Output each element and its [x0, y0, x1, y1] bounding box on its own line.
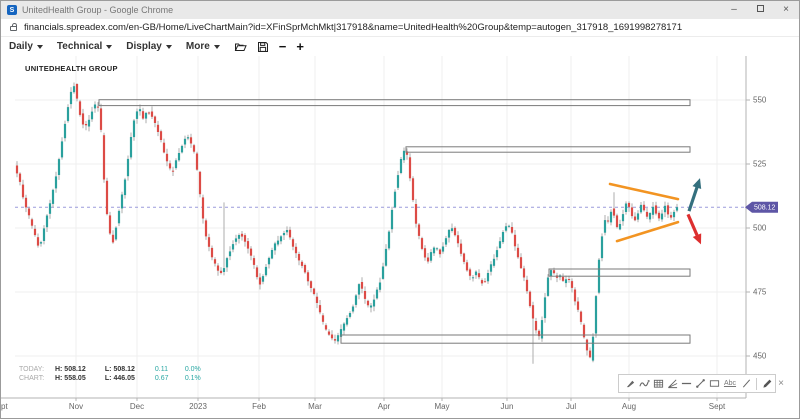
x-axis-label: Aug [621, 402, 637, 411]
rectangle-tool[interactable] [708, 378, 720, 390]
today-change: 0.11 [154, 366, 168, 373]
x-axis-label: Jun [500, 402, 514, 411]
lock-icon [10, 23, 17, 31]
x-axis-label: Dec [129, 402, 145, 411]
x-axis-label: Jul [565, 402, 577, 411]
x-axis-label: Sept [708, 402, 726, 411]
site-favicon: S [7, 5, 17, 15]
minimize-button[interactable]: – [731, 4, 737, 15]
polyline-tool[interactable] [638, 378, 650, 390]
menu-display[interactable]: Display [126, 41, 172, 52]
window-title: UnitedHealth Group - Google Chrome [22, 5, 174, 15]
zoom-out-icon[interactable]: − [278, 38, 287, 54]
chevron-down-icon [106, 44, 113, 49]
x-axis-label: May [434, 402, 450, 411]
menu-technical[interactable]: Technical [57, 41, 113, 52]
y-axis-label: 550 [753, 95, 767, 105]
y-axis-label: 500 [753, 223, 767, 233]
close-icon[interactable]: × [778, 378, 784, 389]
zoom-in-icon[interactable]: + [296, 38, 304, 54]
chart-area: 508.12 UNITEDHEALTH GROUP TODAY: H: 508.… [1, 56, 799, 418]
chevron-down-icon [213, 44, 220, 49]
y-axis-label: 450 [753, 351, 767, 361]
today-change-pct: 0.0% [184, 366, 201, 373]
last-price-badge-label: 508.12 [754, 205, 776, 212]
x-axis-label: pt [1, 402, 8, 411]
trendline-tool[interactable] [694, 378, 706, 390]
chart-high: H: 558.05 [54, 375, 86, 382]
chart-low: L: 446.05 [104, 375, 135, 382]
url-bar: financials.spreadex.com/en-GB/Home/LiveC… [1, 19, 799, 37]
maximize-button[interactable] [747, 1, 773, 19]
chart-change-pct: 0.1% [184, 375, 201, 382]
price-chart[interactable]: 508.12 [1, 56, 800, 418]
save-icon[interactable] [257, 41, 269, 53]
x-axis-label: 2023 [189, 402, 207, 411]
title-bar: S UnitedHealth Group - Google Chrome – × [1, 1, 799, 19]
today-low: L: 508.12 [104, 366, 135, 373]
x-axis-label: Apr [377, 402, 391, 411]
fan-tool[interactable] [666, 378, 678, 390]
open-folder-icon[interactable] [234, 41, 247, 53]
menu-daily[interactable]: Daily [9, 41, 43, 52]
x-axis-label: Nov [68, 402, 84, 411]
pen-tool[interactable] [624, 378, 636, 390]
x-axis-label: Feb [252, 402, 266, 411]
maximize-icon [756, 5, 764, 12]
last-price-badge [745, 201, 778, 213]
chart-stats-row: CHART: H: 558.05 L: 446.05 0.67 0.1% [19, 375, 213, 382]
chart-symbol-title: UNITEDHEALTH GROUP [25, 64, 118, 73]
x-axis-label: Mar [308, 402, 322, 411]
menu-more[interactable]: More [186, 41, 220, 52]
chart-label: CHART: [19, 375, 45, 382]
chevron-down-icon [165, 44, 172, 49]
chart-change: 0.67 [154, 375, 169, 382]
horizontal-line-tool[interactable] [680, 378, 692, 390]
today-high: H: 508.12 [54, 366, 86, 373]
url-text[interactable]: financials.spreadex.com/en-GB/Home/LiveC… [24, 22, 683, 33]
chart-toolbar: Daily Technical Display More − + [1, 37, 799, 56]
text-tool[interactable]: Abc [723, 380, 737, 387]
drawing-toolbar: Abc × [618, 374, 784, 393]
chevron-down-icon [36, 44, 43, 49]
divider [754, 377, 759, 390]
close-button[interactable]: × [783, 4, 789, 15]
y-axis-label: 525 [753, 159, 767, 169]
y-axis-label: 475 [753, 287, 767, 297]
today-label: TODAY: [19, 366, 45, 373]
line-tool[interactable] [740, 378, 752, 390]
pencil-tool[interactable] [761, 378, 773, 390]
grid-tool[interactable] [652, 378, 664, 390]
today-stats-row: TODAY: H: 508.12 L: 508.12 0.11 0.0% [19, 366, 213, 373]
